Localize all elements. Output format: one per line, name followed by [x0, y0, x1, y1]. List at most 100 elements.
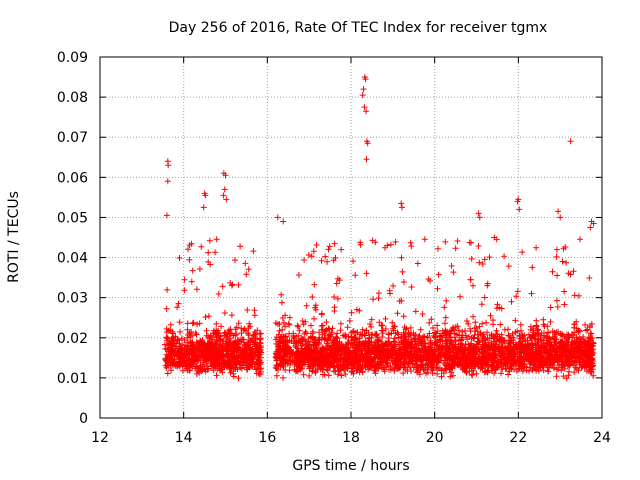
data-point	[413, 354, 420, 361]
data-point	[435, 271, 442, 278]
data-point	[345, 340, 352, 347]
data-point	[490, 345, 497, 352]
data-point	[479, 261, 486, 267]
data-point	[275, 351, 282, 358]
data-point	[428, 316, 435, 323]
data-point	[272, 320, 279, 326]
data-point	[547, 318, 554, 325]
data-point	[425, 276, 432, 283]
data-point	[565, 350, 572, 357]
data-point	[167, 321, 174, 328]
data-point	[493, 327, 500, 334]
data-point	[285, 320, 292, 327]
data-point	[576, 356, 583, 362]
data-point	[382, 347, 389, 354]
data-point	[458, 353, 465, 360]
data-point	[288, 350, 295, 357]
data-point	[295, 272, 302, 278]
data-point	[344, 324, 351, 331]
data-point	[447, 365, 454, 372]
data-point	[397, 347, 404, 353]
data-point	[362, 332, 369, 339]
data-point	[411, 348, 418, 355]
data-point	[562, 357, 569, 364]
data-point	[475, 210, 482, 217]
data-point	[216, 347, 223, 354]
data-point	[305, 361, 312, 368]
data-point	[329, 325, 336, 332]
data-point	[434, 370, 441, 377]
data-point	[392, 330, 399, 337]
data-point	[322, 356, 329, 363]
data-point	[547, 304, 554, 311]
data-point	[325, 372, 332, 379]
data-point	[196, 320, 203, 327]
data-point	[218, 362, 225, 369]
data-point	[447, 373, 454, 380]
data-point	[484, 347, 491, 353]
data-point	[235, 375, 242, 382]
data-point	[187, 334, 194, 340]
data-point	[581, 338, 588, 345]
data-point	[439, 343, 446, 350]
data-point	[434, 285, 441, 292]
data-point	[189, 267, 196, 274]
data-point	[356, 345, 363, 352]
data-point	[551, 347, 558, 354]
data-point	[563, 375, 570, 382]
data-point	[375, 353, 381, 360]
data-point	[276, 338, 283, 345]
data-point	[207, 360, 214, 367]
data-point	[450, 269, 457, 276]
data-point	[205, 356, 212, 363]
data-point	[388, 355, 395, 362]
data-point	[320, 345, 327, 352]
data-point	[424, 334, 431, 341]
data-point	[377, 358, 384, 365]
data-point	[421, 347, 428, 354]
data-point	[509, 330, 516, 337]
data-point	[382, 326, 389, 332]
data-point	[235, 347, 241, 354]
data-point	[392, 238, 399, 245]
data-point	[541, 342, 548, 349]
data-point	[484, 329, 490, 336]
data-point	[462, 327, 468, 334]
data-point	[529, 264, 536, 271]
data-point	[519, 334, 526, 341]
data-point	[232, 361, 239, 368]
data-point	[341, 353, 348, 359]
data-point	[583, 341, 590, 348]
data-point	[179, 367, 186, 374]
data-point	[375, 295, 382, 302]
data-point	[571, 357, 578, 364]
data-point	[370, 345, 377, 352]
data-point	[394, 310, 401, 317]
data-point	[206, 237, 213, 244]
y-tick-label: 0.06	[57, 170, 88, 186]
data-point	[409, 355, 416, 362]
data-point	[324, 367, 331, 374]
data-point	[448, 369, 455, 376]
data-point	[290, 334, 297, 340]
axis-ticks	[99, 56, 603, 419]
data-point	[508, 350, 515, 357]
data-point	[389, 319, 396, 326]
data-point	[518, 365, 525, 372]
data-point	[553, 373, 560, 380]
data-point	[207, 338, 213, 345]
data-point	[590, 220, 597, 227]
y-tick-labels: 0 0.01 0.02 0.03 0.04 0.05 0.06 0.07 0.08 0.09	[57, 50, 88, 427]
data-point	[313, 340, 319, 347]
data-point	[181, 337, 188, 344]
data-point	[470, 282, 476, 289]
data-point	[326, 326, 333, 333]
data-point	[522, 355, 529, 362]
data-point	[401, 364, 408, 371]
data-point	[292, 368, 299, 375]
data-point	[549, 268, 556, 275]
data-point	[299, 337, 306, 344]
data-point	[381, 353, 387, 360]
data-point	[225, 327, 232, 334]
